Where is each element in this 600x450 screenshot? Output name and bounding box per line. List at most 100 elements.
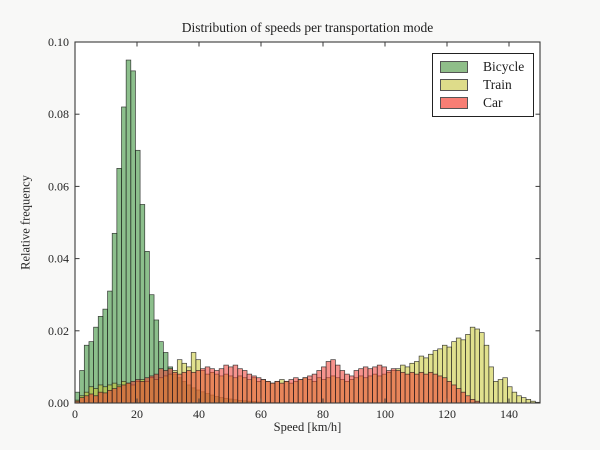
bar-car-34 xyxy=(232,364,239,404)
bar-car-27 xyxy=(200,368,206,404)
y-tick-label-0.02: 0.02 xyxy=(48,324,69,338)
bar-train-93 xyxy=(507,386,513,404)
bar-car-52 xyxy=(316,370,322,404)
bar-car-65 xyxy=(376,364,383,404)
bar-car-62 xyxy=(362,366,369,404)
bar-car-74 xyxy=(418,371,425,404)
legend-item-train: Train xyxy=(440,77,526,94)
x-tick-label-20: 20 xyxy=(131,407,143,421)
legend: Bicycle Train Car xyxy=(432,53,534,117)
axes-spines xyxy=(74,41,541,404)
bar-car-23 xyxy=(181,371,187,404)
bar-train-94 xyxy=(511,391,518,404)
bar-car-75 xyxy=(423,373,429,404)
bar-car-80 xyxy=(446,380,453,404)
bar-car-64 xyxy=(372,366,378,404)
bar-car-37 xyxy=(246,373,253,404)
x-tick-label-40: 40 xyxy=(193,407,205,421)
bar-car-50 xyxy=(307,375,313,404)
legend-item-bicycle: Bicycle xyxy=(440,59,526,76)
bar-train-84 xyxy=(465,334,471,404)
bar-bicycle-13 xyxy=(135,149,141,404)
bar-car-36 xyxy=(242,370,248,404)
bar-car-84 xyxy=(465,395,471,404)
bar-bicycle-11 xyxy=(125,59,132,404)
legend-label-car: Car xyxy=(483,95,503,110)
bar-car-40 xyxy=(260,379,267,404)
bar-car-60 xyxy=(353,370,360,404)
bar-car-31 xyxy=(218,368,225,404)
bar-car-49 xyxy=(302,377,308,404)
y-tick-label-0.10: 0.10 xyxy=(48,35,69,49)
bar-car-67 xyxy=(386,370,392,404)
bar-train-92 xyxy=(502,377,508,404)
bar-car-68 xyxy=(390,368,397,404)
y-tick-label-0.06: 0.06 xyxy=(48,179,69,193)
bar-car-18 xyxy=(158,368,164,404)
bar-train-96 xyxy=(521,397,527,404)
y-tick-label-0.08: 0.08 xyxy=(48,107,69,121)
bar-car-53 xyxy=(321,366,327,404)
bar-car-58 xyxy=(344,373,350,404)
bar-car-55 xyxy=(330,359,336,404)
bar-car-57 xyxy=(339,370,346,404)
x-axis-label: Speed [km/h] xyxy=(273,420,342,434)
bar-car-1 xyxy=(79,397,85,404)
bar-bicycle-8 xyxy=(111,232,118,404)
bar-car-28 xyxy=(204,366,211,404)
bar-car-11 xyxy=(125,382,132,404)
bar-train-88 xyxy=(483,344,490,404)
chart-title: Distribution of speeds per transportatio… xyxy=(181,20,434,35)
tick-marks xyxy=(74,41,540,404)
y-tick-label-0.04: 0.04 xyxy=(48,252,69,266)
bar-car-71 xyxy=(404,373,411,404)
y-axis-label: Relative frequency xyxy=(18,175,33,270)
y-tick-label-0.00: 0.00 xyxy=(48,396,69,410)
bar-car-22 xyxy=(176,373,183,404)
bar-car-45 xyxy=(283,380,290,404)
bar-car-19 xyxy=(163,370,169,404)
bar-car-78 xyxy=(437,375,443,404)
bar-car-24 xyxy=(186,370,192,404)
bar-bicycle-9 xyxy=(116,168,122,404)
bar-car-13 xyxy=(135,379,141,404)
bar-car-43 xyxy=(274,380,280,404)
legend-swatch-train xyxy=(440,79,468,91)
tick-labels: 0 20 40 60 80 100 120 140 0.00 0.02 0.04 0.06 0.08 0.… xyxy=(48,35,518,421)
bar-car-30 xyxy=(214,370,220,404)
bar-car-46 xyxy=(288,379,294,404)
bar-car-10 xyxy=(121,384,127,404)
series-car xyxy=(74,359,480,404)
bar-car-29 xyxy=(209,368,215,404)
bar-car-39 xyxy=(256,377,262,404)
bar-car-33 xyxy=(228,366,234,404)
legend-swatch-car xyxy=(440,97,468,109)
x-tick-label-60: 60 xyxy=(255,407,267,421)
bar-car-8 xyxy=(111,388,118,404)
bar-car-82 xyxy=(455,388,462,404)
bar-car-81 xyxy=(451,384,457,404)
bar-car-73 xyxy=(414,373,420,404)
bar-car-12 xyxy=(130,380,136,404)
bar-car-17 xyxy=(153,373,160,404)
bar-car-14 xyxy=(139,380,146,404)
bar-train-89 xyxy=(488,366,494,404)
x-tick-label-140: 140 xyxy=(500,407,518,421)
bar-train-90 xyxy=(493,380,499,404)
bar-train-86 xyxy=(474,328,480,404)
bar-car-70 xyxy=(400,371,406,404)
bar-train-87 xyxy=(479,332,485,404)
bar-car-4 xyxy=(93,395,99,404)
bar-car-66 xyxy=(381,366,387,404)
bar-car-44 xyxy=(279,382,285,404)
x-tick-label-0: 0 xyxy=(72,407,78,421)
bar-car-51 xyxy=(311,373,318,404)
x-tick-label-100: 100 xyxy=(376,407,394,421)
bar-car-16 xyxy=(149,375,155,404)
bar-train-85 xyxy=(469,326,476,404)
bar-car-59 xyxy=(349,375,355,404)
x-tick-label-80: 80 xyxy=(317,407,329,421)
bar-car-3 xyxy=(88,393,94,404)
bar-car-54 xyxy=(325,361,332,404)
bar-car-79 xyxy=(442,377,448,404)
